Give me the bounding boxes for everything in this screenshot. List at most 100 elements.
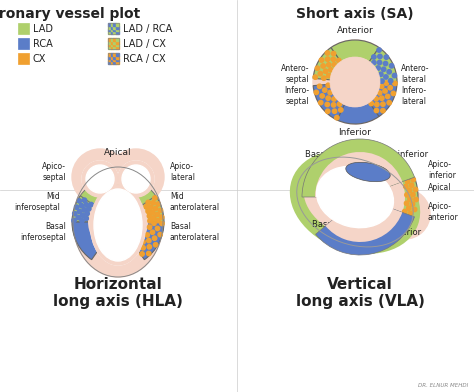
Wedge shape (355, 82, 397, 116)
Circle shape (152, 236, 157, 240)
Circle shape (82, 198, 87, 202)
Circle shape (404, 201, 409, 205)
Ellipse shape (94, 189, 142, 261)
Circle shape (84, 203, 89, 207)
Circle shape (380, 84, 384, 89)
Circle shape (147, 245, 152, 249)
Circle shape (148, 219, 152, 223)
Text: RCA / CX: RCA / CX (123, 54, 165, 64)
Text: Basal
anterolateral: Basal anterolateral (170, 222, 220, 242)
Circle shape (74, 205, 79, 209)
Circle shape (154, 206, 158, 211)
Circle shape (313, 75, 318, 79)
Bar (111, 46, 113, 49)
Bar (108, 41, 111, 44)
Bar (108, 26, 111, 29)
Circle shape (320, 94, 324, 98)
Circle shape (389, 64, 394, 68)
Circle shape (147, 225, 152, 229)
Ellipse shape (346, 162, 390, 181)
Bar (111, 38, 113, 41)
Ellipse shape (297, 157, 413, 247)
Circle shape (408, 211, 412, 216)
Wedge shape (316, 197, 414, 255)
Wedge shape (330, 62, 355, 82)
Text: Mid anterior: Mid anterior (370, 227, 421, 236)
Circle shape (326, 109, 330, 113)
Text: LAD: LAD (33, 24, 53, 34)
Circle shape (323, 69, 328, 73)
Circle shape (338, 108, 343, 112)
Circle shape (318, 84, 322, 89)
Bar (108, 23, 111, 26)
Circle shape (77, 199, 82, 203)
Bar (113, 44, 116, 46)
Text: Apico-
inferior: Apico- inferior (428, 160, 456, 180)
Circle shape (327, 73, 331, 78)
Circle shape (331, 51, 336, 56)
Circle shape (319, 58, 324, 62)
Circle shape (321, 64, 325, 68)
Bar (116, 53, 119, 56)
Bar (113, 46, 116, 49)
Wedge shape (331, 40, 379, 82)
Bar (108, 56, 111, 58)
Wedge shape (302, 139, 414, 197)
Bar (108, 46, 111, 49)
Wedge shape (118, 196, 164, 222)
Text: Apico-
anterior: Apico- anterior (428, 202, 459, 222)
Wedge shape (88, 222, 118, 247)
Bar (108, 38, 111, 41)
Circle shape (384, 75, 388, 79)
Text: Infero-
lateral: Infero- lateral (401, 86, 426, 106)
Circle shape (384, 55, 389, 59)
Circle shape (414, 197, 418, 202)
Circle shape (73, 212, 77, 216)
Text: RCA: RCA (33, 39, 53, 49)
Circle shape (314, 90, 319, 94)
Bar (111, 26, 113, 29)
Circle shape (151, 201, 155, 205)
Circle shape (155, 226, 160, 230)
Text: Apico-
septal: Apico- septal (42, 162, 66, 182)
Bar (111, 58, 113, 61)
Circle shape (108, 149, 164, 205)
Circle shape (327, 63, 331, 67)
Circle shape (318, 71, 322, 76)
Bar (108, 29, 111, 31)
Circle shape (387, 70, 392, 74)
Bar (116, 23, 119, 26)
Wedge shape (93, 192, 143, 222)
Circle shape (140, 252, 144, 256)
Wedge shape (118, 205, 148, 222)
Circle shape (332, 62, 337, 67)
Text: Anterior: Anterior (337, 26, 374, 35)
Circle shape (79, 203, 84, 208)
Circle shape (118, 161, 154, 197)
Bar (108, 58, 111, 61)
Circle shape (374, 96, 378, 101)
Circle shape (374, 108, 379, 113)
Bar (116, 61, 119, 64)
Text: Short axis (SA): Short axis (SA) (296, 7, 414, 21)
Wedge shape (326, 197, 402, 242)
Circle shape (328, 68, 333, 72)
Circle shape (391, 91, 395, 96)
Bar (116, 44, 119, 46)
Ellipse shape (317, 166, 393, 228)
Text: Infero-
septal: Infero- septal (284, 86, 309, 106)
Circle shape (76, 215, 81, 220)
Wedge shape (313, 82, 355, 120)
Bar (113, 31, 116, 34)
Wedge shape (355, 62, 380, 82)
Circle shape (393, 81, 397, 85)
Circle shape (146, 200, 150, 205)
Bar (116, 56, 119, 58)
Text: Horizontal
long axis (HLA): Horizontal long axis (HLA) (53, 277, 183, 309)
Bar (108, 53, 119, 64)
Circle shape (145, 233, 149, 237)
Circle shape (160, 215, 164, 219)
Circle shape (158, 208, 163, 212)
Bar (111, 29, 113, 31)
Text: Basal
inferoseptal: Basal inferoseptal (20, 222, 66, 242)
